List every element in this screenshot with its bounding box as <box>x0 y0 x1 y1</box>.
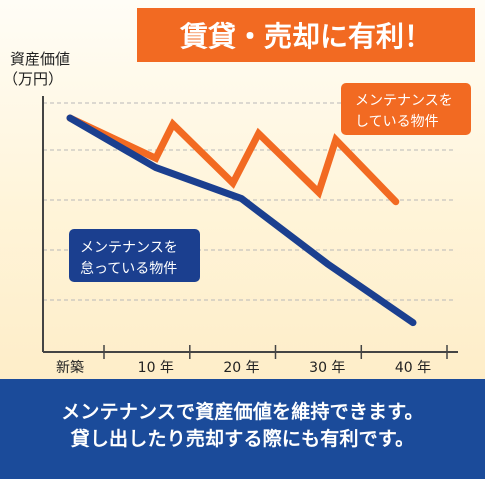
series-line-neglected <box>66 114 417 327</box>
footer-banner: メンテナンスで資産価値を維持できます。 貸し出したり売却する際にも有利です。 <box>0 379 485 479</box>
y-axis-unit: （万円） <box>3 70 63 88</box>
label-neglected-box <box>69 229 200 282</box>
label-maintained-box <box>341 83 471 135</box>
label-neglected: メンテナンスを 怠っている物件 <box>69 229 200 282</box>
banner-text: 賃貸・売却に有利！ <box>179 20 432 53</box>
x-tick-label: 30 年 <box>309 360 345 376</box>
label-neglected-line1: メンテナンスを <box>80 240 178 256</box>
footer-line-2: 貸し出したり売却する際にも有利です。 <box>70 428 415 450</box>
footer-line-1: メンテナンスで資産価値を維持できます。 <box>61 401 424 423</box>
x-tick-label: 新築 <box>56 360 84 376</box>
series-line-maintained <box>66 114 400 206</box>
x-tick-label: 20 年 <box>223 360 259 376</box>
chart: 賃貸・売却に有利！ 資産価値 （万円） 新築 10 年 20 年 30 年 40 年 メ… <box>3 8 475 376</box>
label-neglected-line2: 怠っている物件 <box>80 261 177 277</box>
label-maintained-line1: メンテナンスを <box>355 93 453 109</box>
label-maintained-line2: している物件 <box>355 114 439 130</box>
y-axis-label: 資産価値 <box>10 50 70 68</box>
x-tick-label: 40 年 <box>395 360 431 376</box>
label-maintained: メンテナンスを している物件 <box>341 83 471 135</box>
banner-box <box>137 8 475 62</box>
x-tick-label: 10 年 <box>138 360 174 376</box>
